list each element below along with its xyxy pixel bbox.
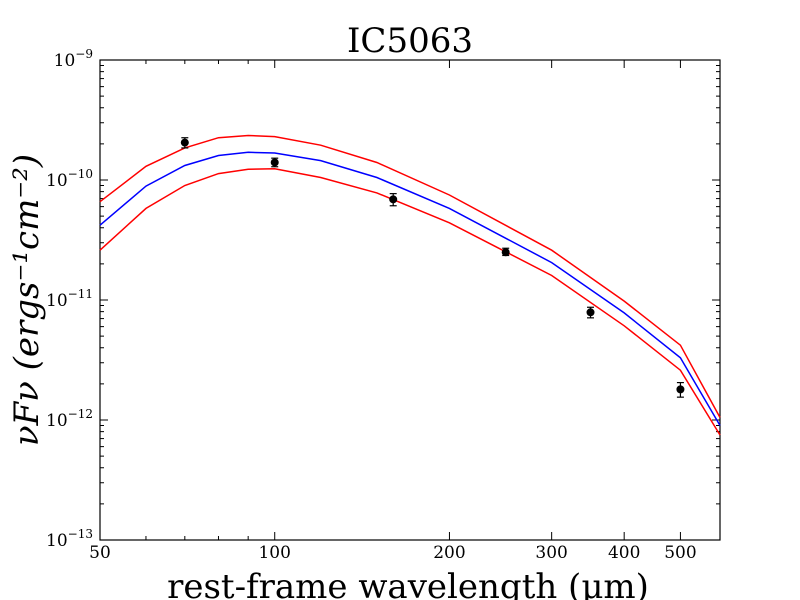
- y-tick-label: 10−10: [46, 167, 93, 191]
- series-model-lower: [99, 168, 721, 436]
- data-point: [389, 195, 398, 204]
- observed-points: [180, 137, 685, 398]
- data-point: [676, 385, 685, 394]
- y-tick-label: 10−12: [46, 407, 93, 431]
- data-point: [586, 308, 595, 317]
- data-point: [270, 158, 279, 167]
- x-tick-label: 300: [535, 543, 567, 563]
- chart-title: IC5063: [347, 21, 473, 61]
- plot-frame: [99, 59, 721, 541]
- y-axis-label: νFν (ergs⁻¹cm⁻²): [7, 154, 47, 446]
- x-axis-label: rest-frame wavelength (μm): [167, 567, 649, 600]
- y-tick-label: 10−13: [46, 527, 93, 551]
- y-tick-label: 10−9: [54, 47, 93, 71]
- data-point: [180, 138, 189, 147]
- data-point: [501, 248, 510, 257]
- x-axis-ticks: 50 100 200 300 400 500: [89, 60, 697, 563]
- x-tick-label: 50: [89, 543, 111, 563]
- x-tick-label: 500: [664, 543, 696, 563]
- x-tick-label: 200: [433, 543, 465, 563]
- x-tick-label: 100: [258, 543, 290, 563]
- y-axis-ticks: 10−13 10−12 10−11 10−10 10−9: [46, 47, 720, 551]
- series-model-best: [99, 151, 721, 426]
- y-tick-label: 10−11: [46, 287, 93, 311]
- x-tick-label: 400: [608, 543, 640, 563]
